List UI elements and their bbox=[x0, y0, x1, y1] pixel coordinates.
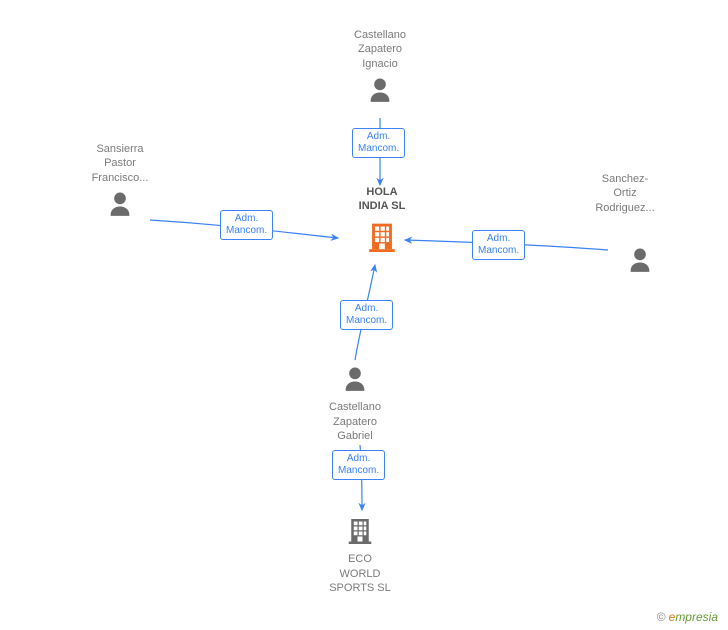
node-person-right[interactable]: Sanchez- Ortiz Rodriguez... bbox=[580, 172, 670, 281]
node-label: Castellano Zapatero Gabriel bbox=[310, 400, 400, 443]
copyright-symbol: © bbox=[657, 610, 666, 624]
node-person-left[interactable]: Sansierra Pastor Francisco... bbox=[75, 142, 165, 225]
edge-label: Adm. Mancom. bbox=[332, 450, 385, 480]
copyright-text: mpresia bbox=[675, 610, 718, 624]
relationship-diagram: HOLA INDIA SL Castellano Zapatero Ignaci… bbox=[0, 0, 728, 630]
node-label: Sanchez- Ortiz Rodriguez... bbox=[580, 172, 670, 215]
edge-label: Adm. Mancom. bbox=[220, 210, 273, 240]
edge-label: Adm. Mancom. bbox=[472, 230, 525, 260]
node-label: Castellano Zapatero Ignacio bbox=[335, 28, 425, 71]
node-label: HOLA INDIA SL bbox=[345, 185, 419, 214]
person-icon bbox=[310, 364, 400, 396]
building-icon bbox=[345, 218, 419, 256]
person-icon bbox=[610, 245, 670, 277]
person-icon bbox=[335, 75, 425, 107]
node-label: Sansierra Pastor Francisco... bbox=[75, 142, 165, 185]
node-person-top[interactable]: Castellano Zapatero Ignacio bbox=[335, 28, 425, 111]
building-icon bbox=[310, 514, 410, 548]
node-person-bottom[interactable]: Castellano Zapatero Gabriel bbox=[310, 360, 400, 443]
person-icon bbox=[75, 189, 165, 221]
copyright: ©empresia bbox=[657, 610, 718, 624]
node-company-center[interactable]: HOLA INDIA SL bbox=[345, 185, 419, 260]
edge-label: Adm. Mancom. bbox=[352, 128, 405, 158]
edge-label: Adm. Mancom. bbox=[340, 300, 393, 330]
node-company-bottom[interactable]: ECO WORLD SPORTS SL bbox=[310, 510, 410, 595]
node-label: ECO WORLD SPORTS SL bbox=[310, 552, 410, 595]
